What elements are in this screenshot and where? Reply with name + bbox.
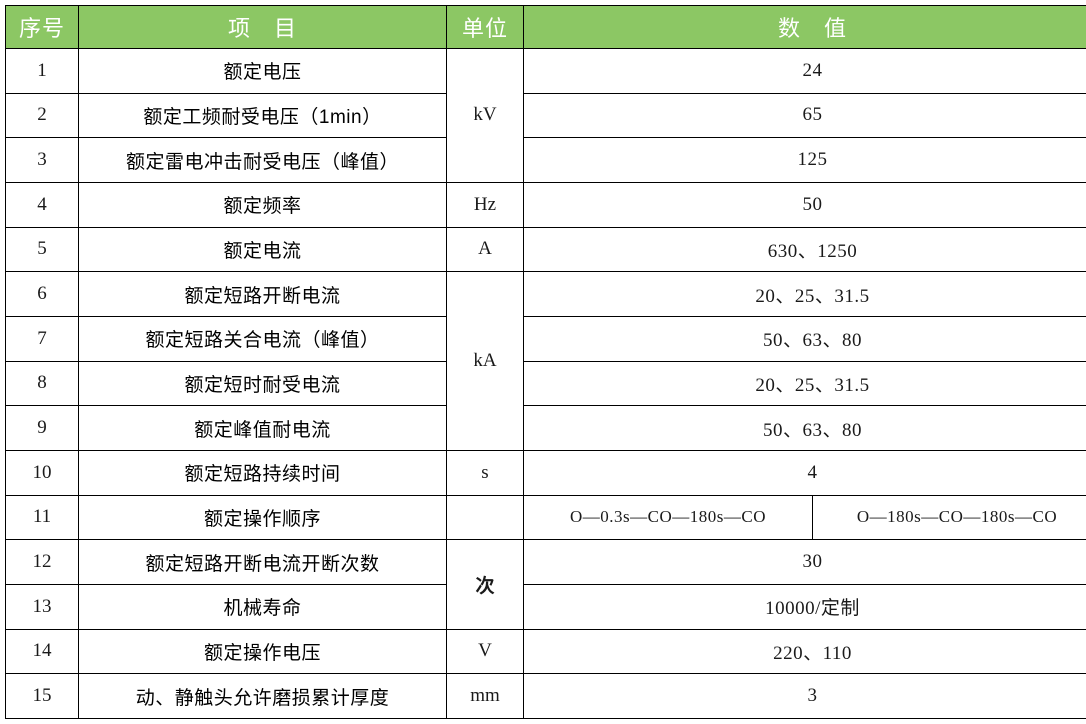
operating-sequence-left: O—0.3s—CO—180s—CO: [524, 495, 813, 540]
row-unit: Hz: [446, 181, 524, 228]
table-row: 11 额定操作顺序 O—0.3s—CO—180s—CO O—180s—CO—18…: [5, 494, 1086, 541]
column-header-unit: 单位: [446, 5, 524, 49]
operating-sequence-subtable: O—0.3s—CO—180s—CO O—180s—CO—180s—CO: [524, 495, 1086, 540]
row-value: 50、63、80: [523, 405, 1086, 451]
row-item: 额定操作顺序: [78, 494, 447, 541]
row-number: 7: [5, 315, 79, 362]
row-number: 5: [5, 226, 79, 273]
row-unit: 次: [446, 539, 524, 630]
row-unit: [446, 494, 524, 541]
table-body: 1 额定电压 kV 24 2 额定工频耐受电压（1min） 65 3 额定雷电冲…: [5, 48, 1086, 719]
table-row: 4 额定频率 Hz 50: [5, 181, 1086, 228]
column-header-no: 序号: [5, 5, 79, 49]
row-item: 额定短时耐受电流: [78, 360, 447, 407]
row-number: 11: [5, 494, 79, 541]
row-value: 24: [523, 48, 1086, 94]
row-value: 10000/定制: [523, 583, 1086, 630]
row-item: 额定峰值耐电流: [78, 405, 447, 451]
row-value: 3: [523, 673, 1086, 719]
row-item: 额定短路开断电流开断次数: [78, 539, 447, 585]
row-item: 额定电压: [78, 48, 447, 94]
row-number: 3: [5, 137, 79, 183]
table-row: 6 额定短路开断电流 kA 20、25、31.5: [5, 271, 1086, 451]
row-number: 4: [5, 181, 79, 228]
row-item: 额定电流: [78, 226, 447, 273]
column-header-item: 项 目: [78, 5, 447, 49]
table-row: 5 额定电流 A 630、1250: [5, 226, 1086, 273]
row-item: 额定频率: [78, 181, 447, 228]
table-row: 1 额定电压 kV 24: [5, 48, 1086, 183]
row-value-split: O—0.3s—CO—180s—CO O—180s—CO—180s—CO: [523, 494, 1086, 541]
row-value: 20、25、31.5: [523, 271, 1086, 317]
table-row: 2 额定工频耐受电压（1min） 65: [5, 92, 1086, 139]
row-unit: mm: [446, 673, 524, 719]
row-number: 6: [5, 271, 79, 317]
table-row: 12 额定短路开断电流开断次数 次 30: [5, 539, 1086, 630]
row-value: 630、1250: [523, 226, 1086, 273]
row-value: 50、63、80: [523, 315, 1086, 362]
table-header: 序号 项 目 单位 数 值: [5, 5, 1086, 49]
row-value: 65: [523, 92, 1086, 139]
row-number: 1: [5, 48, 79, 94]
row-number: 12: [5, 539, 79, 585]
table-row: 7 额定短路关合电流（峰值） 50、63、80: [5, 315, 1086, 362]
row-item: 机械寿命: [78, 583, 447, 630]
row-unit: kA: [446, 271, 524, 451]
header-row: 序号 项 目 单位 数 值: [5, 5, 1086, 49]
row-number: 15: [5, 673, 79, 719]
row-number: 2: [5, 92, 79, 139]
row-number: 10: [5, 449, 79, 496]
row-item: 额定短路关合电流（峰值）: [78, 315, 447, 362]
row-item: 额定短路开断电流: [78, 271, 447, 317]
row-number: 14: [5, 628, 79, 675]
table-row: 14 额定操作电压 V 220、110: [5, 628, 1086, 675]
operating-sequence-row: O—0.3s—CO—180s—CO O—180s—CO—180s—CO: [524, 495, 1086, 540]
row-item: 额定短路持续时间: [78, 449, 447, 496]
row-item: 动、静触头允许磨损累计厚度: [78, 673, 447, 719]
table-row: 10 额定短路持续时间 s 4: [5, 449, 1086, 496]
row-value: 30: [523, 539, 1086, 585]
row-value: 220、110: [523, 628, 1086, 675]
table-row: 8 额定短时耐受电流 20、25、31.5: [5, 360, 1086, 407]
row-unit: kV: [446, 48, 524, 183]
table-row: 15 动、静触头允许磨损累计厚度 mm 3: [5, 673, 1086, 719]
row-number: 9: [5, 405, 79, 451]
table-row: 9 额定峰值耐电流 50、63、80: [5, 405, 1086, 451]
operating-sequence-right: O—180s—CO—180s—CO: [856, 507, 1058, 527]
row-unit: V: [446, 628, 524, 675]
row-item: 额定雷电冲击耐受电压（峰值）: [78, 137, 447, 183]
row-unit: A: [446, 226, 524, 273]
row-unit: s: [446, 449, 524, 496]
row-value: 4: [523, 449, 1086, 496]
column-header-value: 数 值: [523, 5, 1086, 49]
technical-parameters-table: 序号 项 目 单位 数 值 1 额定电压 kV 24 2 额定工频耐受电压（1m…: [5, 5, 1086, 719]
row-value: 125: [523, 137, 1086, 183]
table-row: 13 机械寿命 10000/定制: [5, 583, 1086, 630]
row-item: 额定工频耐受电压（1min）: [78, 92, 447, 139]
row-value: 20、25、31.5: [523, 360, 1086, 407]
row-number: 13: [5, 583, 79, 630]
row-item: 额定操作电压: [78, 628, 447, 675]
row-value: 50: [523, 181, 1086, 228]
row-number: 8: [5, 360, 79, 407]
table-row: 3 额定雷电冲击耐受电压（峰值） 125: [5, 137, 1086, 183]
